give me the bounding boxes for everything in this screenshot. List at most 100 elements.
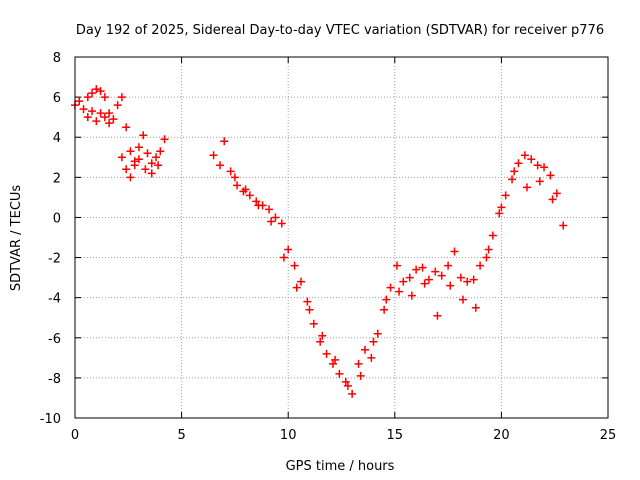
data-point — [105, 109, 114, 118]
data-point — [420, 279, 429, 288]
data-point — [522, 183, 531, 192]
plot-frame — [74, 56, 609, 419]
data-point — [548, 195, 557, 204]
y-tick-label: -8 — [48, 372, 61, 387]
data-point — [450, 247, 459, 256]
data-point — [303, 297, 312, 306]
data-point — [431, 267, 440, 276]
data-point — [156, 147, 165, 156]
y-axis-label: SDTVAR / TECUs — [9, 185, 24, 292]
data-point — [501, 191, 510, 200]
x-tick-label: 0 — [71, 428, 79, 443]
data-point — [367, 353, 376, 362]
tick-labels: 0 5 10 15 20 25 -10 -8 -6 -4 -2 0 2 4 6 8 — [40, 51, 617, 443]
data-point — [360, 345, 369, 354]
x-tick-label: 20 — [493, 428, 510, 443]
data-point — [122, 165, 131, 174]
data-point — [341, 377, 350, 386]
data-point — [92, 85, 101, 94]
data-point — [356, 371, 365, 380]
data-point — [380, 305, 389, 314]
data-point — [348, 389, 357, 398]
y-tick-label: 2 — [53, 171, 61, 186]
x-tick-label: 25 — [600, 428, 617, 443]
data-point — [418, 263, 427, 272]
y-tick-label: -6 — [48, 332, 61, 347]
data-point — [395, 287, 404, 296]
data-point — [392, 261, 401, 270]
data-point — [134, 155, 143, 164]
data-point — [233, 181, 242, 190]
data-point — [433, 311, 442, 320]
data-point — [369, 337, 378, 346]
data-point — [220, 137, 229, 146]
data-point — [96, 109, 105, 118]
data-point — [444, 261, 453, 270]
data-point — [152, 153, 161, 162]
data-point — [130, 161, 139, 170]
data-point — [399, 277, 408, 286]
data-point — [456, 273, 465, 282]
data-point — [126, 173, 135, 182]
data-point — [459, 295, 468, 304]
data-point — [382, 295, 391, 304]
data-point — [126, 147, 135, 156]
data-point — [540, 163, 549, 172]
data-point — [412, 265, 421, 274]
data-point — [533, 161, 542, 170]
axis-ticks — [74, 56, 609, 419]
data-point — [96, 87, 105, 96]
data-point — [527, 155, 536, 164]
data-point — [309, 319, 318, 328]
data-point — [252, 197, 261, 206]
data-point — [226, 167, 235, 176]
data-point — [497, 203, 506, 212]
data-point — [437, 271, 446, 280]
data-point — [407, 291, 416, 300]
data-point — [92, 117, 101, 126]
data-point — [318, 331, 327, 340]
data-point — [117, 93, 126, 102]
x-tick-label: 15 — [387, 428, 404, 443]
data-point — [83, 113, 92, 122]
data-point — [508, 175, 517, 184]
data-point — [290, 261, 299, 270]
y-tick-label: 4 — [53, 131, 61, 146]
data-point — [88, 107, 97, 116]
data-point — [559, 221, 568, 230]
data-point — [134, 143, 143, 152]
data-point — [343, 381, 352, 390]
data-point — [267, 217, 276, 226]
data-point — [122, 123, 131, 132]
data-point — [254, 201, 263, 210]
data-point — [514, 159, 523, 168]
data-point — [469, 275, 478, 284]
data-point — [424, 275, 433, 284]
data-point — [277, 219, 286, 228]
data-point — [141, 165, 150, 174]
data-point — [284, 245, 293, 254]
data-point — [88, 89, 97, 98]
data-point — [305, 305, 314, 314]
data-point — [279, 253, 288, 262]
data-point — [117, 153, 126, 162]
data-point — [230, 173, 239, 182]
data-point — [482, 253, 491, 262]
y-tick-label: 6 — [53, 91, 61, 106]
data-point — [100, 93, 109, 102]
data-point — [495, 209, 504, 218]
data-point — [271, 213, 280, 222]
data-point — [331, 355, 340, 364]
data-point — [328, 359, 337, 368]
data-point — [143, 149, 152, 158]
data-point — [113, 101, 122, 110]
data-point — [446, 281, 455, 290]
data-point — [322, 349, 331, 358]
chart-title: Day 192 of 2025, Sidereal Day-to-day VTE… — [76, 23, 604, 38]
data-point — [354, 359, 363, 368]
data-point — [79, 105, 88, 114]
data-point — [546, 171, 555, 180]
data-point — [75, 97, 84, 106]
data-point — [405, 273, 414, 282]
